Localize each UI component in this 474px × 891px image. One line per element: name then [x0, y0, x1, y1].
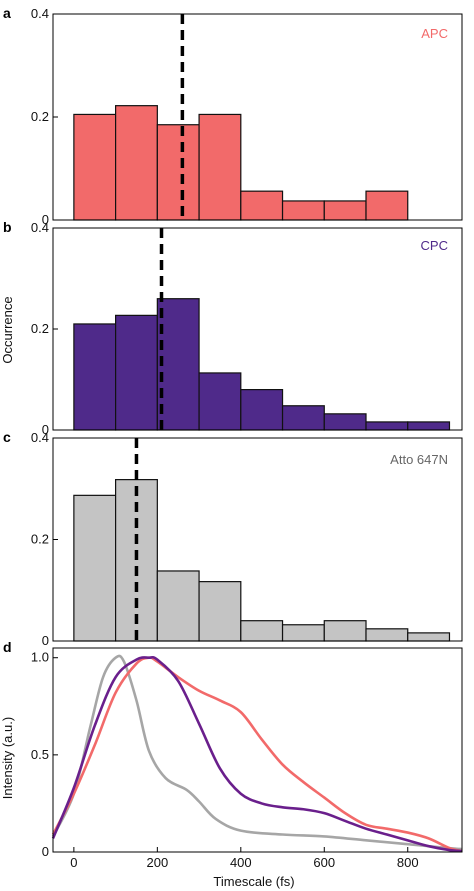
histogram-bar: [156, 124, 200, 221]
y-tick-label: 0.4: [31, 6, 49, 21]
legend-label: Atto 647N: [390, 452, 448, 467]
intensity-curve: [51, 654, 463, 851]
histogram-bar: [73, 494, 117, 642]
y-tick-label: 0.2: [31, 532, 49, 547]
x-tick-label: 400: [230, 855, 252, 870]
histogram-bar: [240, 190, 284, 221]
y-tick-label: 0: [42, 844, 49, 859]
histogram-bar: [73, 323, 117, 431]
panel-d-letter: d: [3, 639, 12, 655]
histogram-bar: [365, 628, 409, 642]
histogram-bar: [156, 570, 200, 642]
x-axis-label: Timescale (fs): [213, 874, 294, 889]
y-tick-label: 0: [42, 633, 49, 648]
histogram-bar: [323, 620, 367, 642]
histogram-bar: [323, 200, 367, 221]
legend-label: CPC: [421, 238, 448, 253]
histogram-bar: [281, 405, 325, 431]
legend-label: APC: [421, 26, 448, 41]
panel-frame: [52, 437, 463, 642]
histogram-bar: [365, 190, 409, 221]
histogram-bar: [240, 389, 284, 431]
histogram-bar: [407, 632, 451, 642]
y-tick-label: 1.0: [31, 650, 49, 665]
histogram-bar: [240, 620, 284, 642]
panel-c: c 0 0.2 0.4 Atto 647N: [3, 429, 463, 648]
x-tick-label: 600: [313, 855, 335, 870]
panel-c-letter: c: [3, 429, 11, 445]
histogram-bar: [365, 421, 409, 431]
histogram-bar: [115, 105, 158, 221]
panel-a-letter: a: [3, 5, 11, 21]
panel-d-ylabel: Intensity (a.u.): [0, 717, 15, 799]
x-tick-label: 800: [397, 855, 419, 870]
y-tick-label: 0.2: [31, 109, 49, 124]
histogram-bar: [281, 624, 325, 642]
y-tick-label: 0.2: [31, 321, 49, 336]
intensity-curve: [51, 656, 463, 853]
histogram-bar: [156, 298, 200, 431]
panel-b: b 0 0.2 0.4 CPC: [3, 219, 463, 437]
y-tick-label: 0: [42, 422, 49, 437]
histogram-bar: [407, 421, 451, 431]
y-tick-label: 0.5: [31, 747, 49, 762]
histogram-bar: [281, 200, 325, 221]
panel-d: d 0 0.5 1.0 0 200 400 600 800: [3, 639, 463, 870]
panel-a: a 0 0.2 0.4 APC: [3, 5, 463, 227]
panel-frame: [52, 227, 463, 431]
panel-b-letter: b: [3, 219, 12, 235]
histogram-bar: [323, 413, 367, 431]
y-tick-label: 0: [42, 212, 49, 227]
x-tick-label: 200: [146, 855, 168, 870]
histogram-bar: [198, 372, 242, 431]
histogram-bar: [198, 581, 242, 642]
histogram-bar: [198, 113, 242, 221]
panel-frame: [52, 647, 463, 853]
histogram-bar: [73, 113, 117, 221]
y-tick-label: 0.4: [31, 220, 49, 235]
y-tick-label: 0.4: [31, 430, 49, 445]
shared-ylabel: Occurrence: [0, 296, 15, 363]
panel-frame: [52, 13, 463, 221]
intensity-curve: [51, 655, 463, 853]
panels: a 0 0.2 0.4 APC b 0 0.2 0.4 CPC c 0 0.2 0.4 Atto 647N d…: [3, 5, 463, 870]
x-tick-label: 0: [70, 855, 77, 870]
histogram-bar: [115, 314, 158, 431]
